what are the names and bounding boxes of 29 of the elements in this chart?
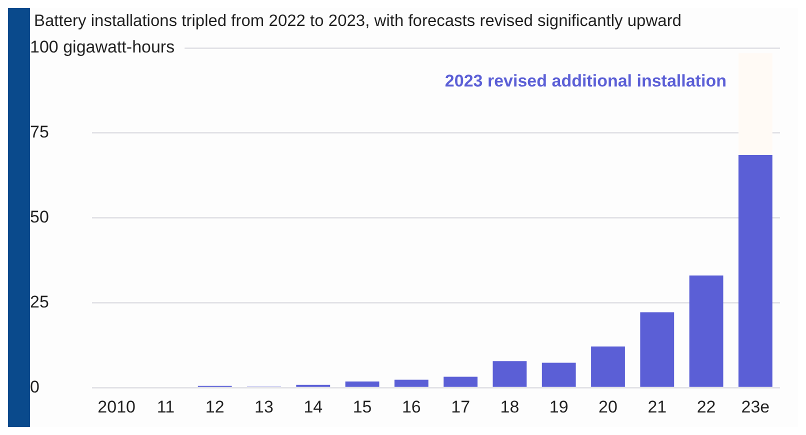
y-tick-label: 25 (30, 292, 49, 312)
bar (394, 380, 428, 387)
y-tick-label: 75 (30, 122, 49, 142)
bar (345, 381, 380, 387)
y-tick-label: 100 gigawatt-hours (30, 38, 175, 57)
x-tick-label: 18 (500, 397, 520, 416)
bar (444, 376, 478, 387)
x-tick-label: 13 (254, 397, 274, 416)
x-tick-label: 15 (352, 397, 372, 416)
x-tick-label: 22 (696, 397, 716, 416)
x-tick-label: 19 (549, 397, 568, 416)
x-tick-label: 16 (402, 397, 421, 416)
chart-title: Battery installations tripled from 2022 to 2023, with forecasts revised significantly upward (33, 11, 682, 31)
x-tick-label: 21 (648, 397, 667, 416)
bar (492, 361, 527, 387)
bar (640, 312, 674, 387)
bar (591, 346, 625, 387)
x-tick-label: 12 (205, 397, 224, 416)
x-tick-label: 17 (451, 397, 470, 416)
y-tick-label: 50 (30, 207, 49, 226)
y-tick-label: 0 (30, 377, 40, 396)
series-label: 2023 revised additional installation (444, 72, 726, 91)
bar (689, 276, 724, 387)
x-tick-label: 11 (156, 397, 175, 416)
x-tick-label: 20 (598, 397, 618, 416)
x-tick-label: 23e (741, 397, 770, 416)
x-tick-label: 14 (304, 397, 323, 416)
bar (542, 362, 576, 387)
x-tick-label: 2010 (98, 397, 136, 416)
